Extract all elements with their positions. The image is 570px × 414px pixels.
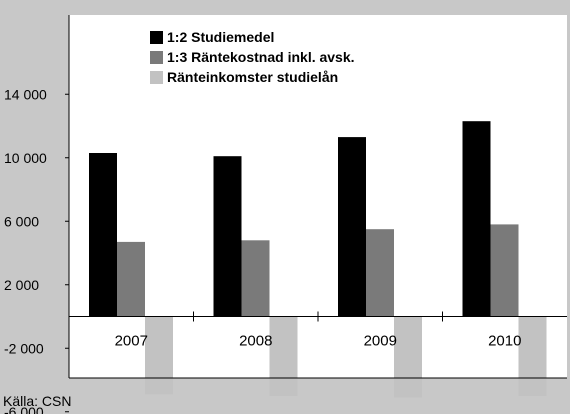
bar-1-2009 xyxy=(338,137,366,317)
bar-1-2010 xyxy=(462,121,491,317)
bar-2-2010 xyxy=(490,224,519,317)
bar-2-2009 xyxy=(366,229,394,317)
x-tick-label-2010: 2010 xyxy=(488,333,521,350)
legend-swatch-1 xyxy=(150,31,163,44)
source-note: Källa: CSN xyxy=(3,393,72,409)
y-tick-label: -2 000 xyxy=(4,340,44,356)
y-tick-label: 2 000 xyxy=(4,277,39,293)
x-tick-label-2007: 2007 xyxy=(115,333,148,350)
bars-layer xyxy=(89,121,547,398)
bar-1-2007 xyxy=(89,153,117,317)
bar-3-2008 xyxy=(269,316,298,396)
y-axis: 14 000 10 000 6 000 2 000 -2 000 -6 000 xyxy=(4,15,70,414)
legend-label-3: Ränteinkomster studielån xyxy=(167,69,338,85)
y-tick-label: -6 000 xyxy=(4,404,44,414)
bar-3-2010 xyxy=(518,316,547,396)
legend-label-1: 1:2 Studiemedel xyxy=(167,29,274,45)
x-tick-label-2008: 2008 xyxy=(239,333,272,350)
x-axis: 2007 2008 2009 2010 xyxy=(69,311,567,379)
y-tick-label: 10 000 xyxy=(4,150,47,166)
legend: 1:2 Studiemedel 1:3 Räntekostnad inkl. av… xyxy=(150,29,355,85)
legend-swatch-2 xyxy=(150,51,163,64)
y-tick-label: 14 000 xyxy=(4,86,47,102)
x-tick-label-2009: 2009 xyxy=(364,333,397,350)
bar-1-2008 xyxy=(213,156,242,317)
bar-2-2008 xyxy=(241,240,270,317)
legend-swatch-3 xyxy=(150,71,163,84)
bar-3-2007 xyxy=(145,316,173,395)
bar-2-2007 xyxy=(117,241,145,317)
legend-label-2: 1:3 Räntekostnad inkl. avsk. xyxy=(167,49,355,65)
bar-3-2009 xyxy=(394,316,422,398)
y-tick-label: 6 000 xyxy=(4,213,39,229)
